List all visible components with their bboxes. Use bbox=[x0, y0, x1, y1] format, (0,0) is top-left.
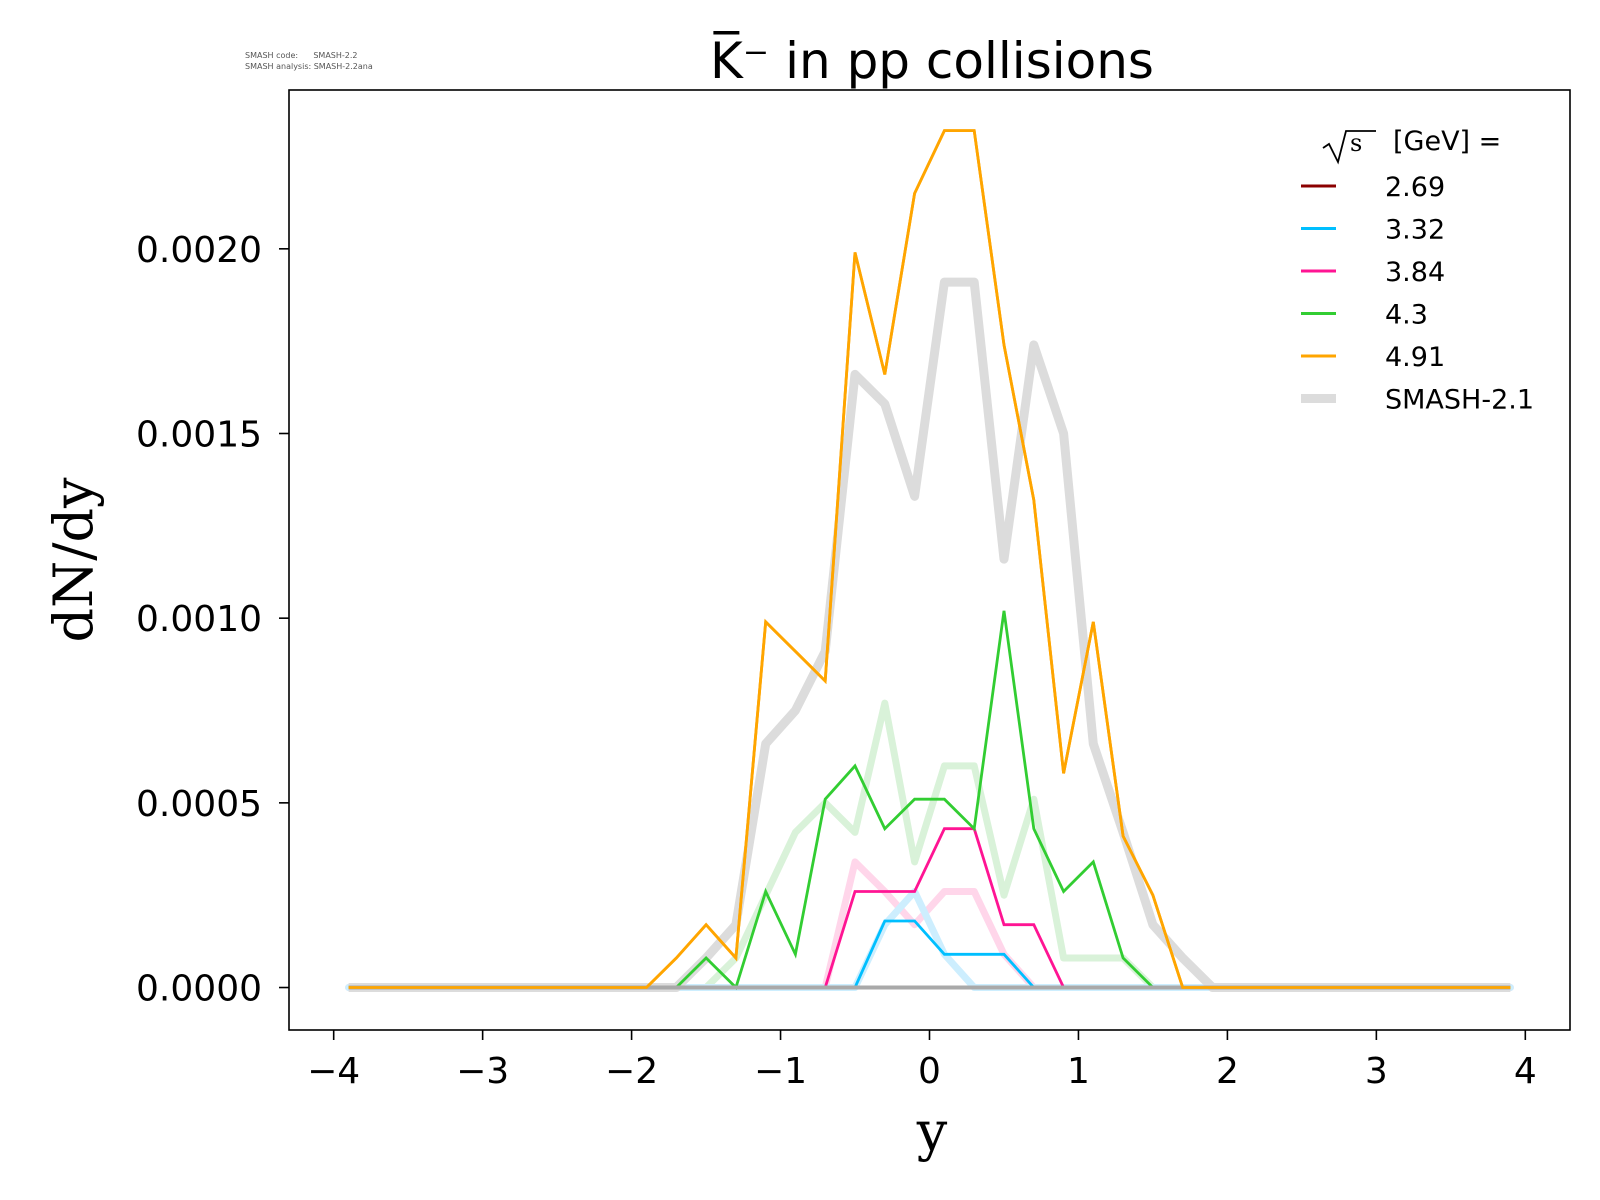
legend-item-3-32: 3.32 bbox=[1301, 215, 1445, 246]
legend-label: 3.32 bbox=[1385, 215, 1445, 246]
y-axis-label: dN/dy bbox=[42, 477, 105, 643]
x-tick-label: −4 bbox=[307, 1051, 360, 1092]
axis-ticks: −4 −3 −2 −1 0 1 2 3 4 0.0000 0.0005 0.0010 0.0015 0.0… bbox=[136, 230, 1537, 1092]
legend-item-2-69: 2.69 bbox=[1301, 172, 1445, 203]
legend-title-text: [GeV] = bbox=[1393, 126, 1501, 157]
legend-items: 2.69 3.32 3.84 4.3 4.91 SMASH-2.1 bbox=[1301, 172, 1534, 416]
x-axis-label: y bbox=[916, 1100, 948, 1163]
y-tick-label: 0.0015 bbox=[136, 414, 262, 455]
legend-title: s [GeV] = bbox=[1322, 126, 1501, 165]
plot-frame bbox=[288, 89, 1571, 1031]
y-tick-label: 0.0010 bbox=[136, 599, 262, 640]
legend-label: SMASH-2.1 bbox=[1385, 385, 1534, 416]
legend-label: 2.69 bbox=[1385, 172, 1445, 203]
legend-label: 4.3 bbox=[1385, 300, 1428, 331]
x-tick-label: 1 bbox=[1067, 1051, 1090, 1092]
x-tick-label: −3 bbox=[456, 1051, 509, 1092]
y-tick-label: 0.0000 bbox=[136, 969, 262, 1010]
legend-item-4-3: 4.3 bbox=[1301, 300, 1428, 331]
legend-label: 4.91 bbox=[1385, 342, 1445, 373]
x-tick-label: −2 bbox=[605, 1051, 658, 1092]
chart-title: K̅⁻ in pp collisions bbox=[710, 31, 1154, 90]
legend-label: 3.84 bbox=[1385, 257, 1445, 288]
y-tick-label: 0.0005 bbox=[136, 784, 262, 825]
legend-item-3-84: 3.84 bbox=[1301, 257, 1445, 288]
smash-code-label: SMASH code: SMASH-2.2 bbox=[245, 51, 358, 60]
x-tick-label: 3 bbox=[1365, 1051, 1388, 1092]
x-tick-label: 4 bbox=[1514, 1051, 1537, 1092]
x-tick-label: −1 bbox=[754, 1051, 807, 1092]
series-line-smash-2-1 bbox=[348, 277, 1511, 992]
reference-line-4-3 bbox=[345, 699, 1514, 991]
legend: s [GeV] = 2.69 3.32 3.84 4.3 4.91 SMASH-2.1 bbox=[1301, 126, 1534, 416]
legend-item-smash-2-1: SMASH-2.1 bbox=[1301, 385, 1534, 416]
x-tick-label: 2 bbox=[1216, 1051, 1239, 1092]
reference-curves-layer bbox=[345, 699, 1514, 991]
sqrt-icon bbox=[1322, 130, 1376, 165]
legend-title-symbol: s bbox=[1350, 129, 1362, 157]
smash-analysis-label: SMASH analysis: SMASH-2.2ana bbox=[245, 62, 373, 71]
legend-item-4-91: 4.91 bbox=[1301, 342, 1445, 373]
y-tick-label: 0.0020 bbox=[136, 230, 262, 271]
series-layer bbox=[348, 129, 1511, 992]
series-line-4-91-overlay bbox=[348, 129, 1511, 989]
x-tick-label: 0 bbox=[918, 1051, 941, 1092]
